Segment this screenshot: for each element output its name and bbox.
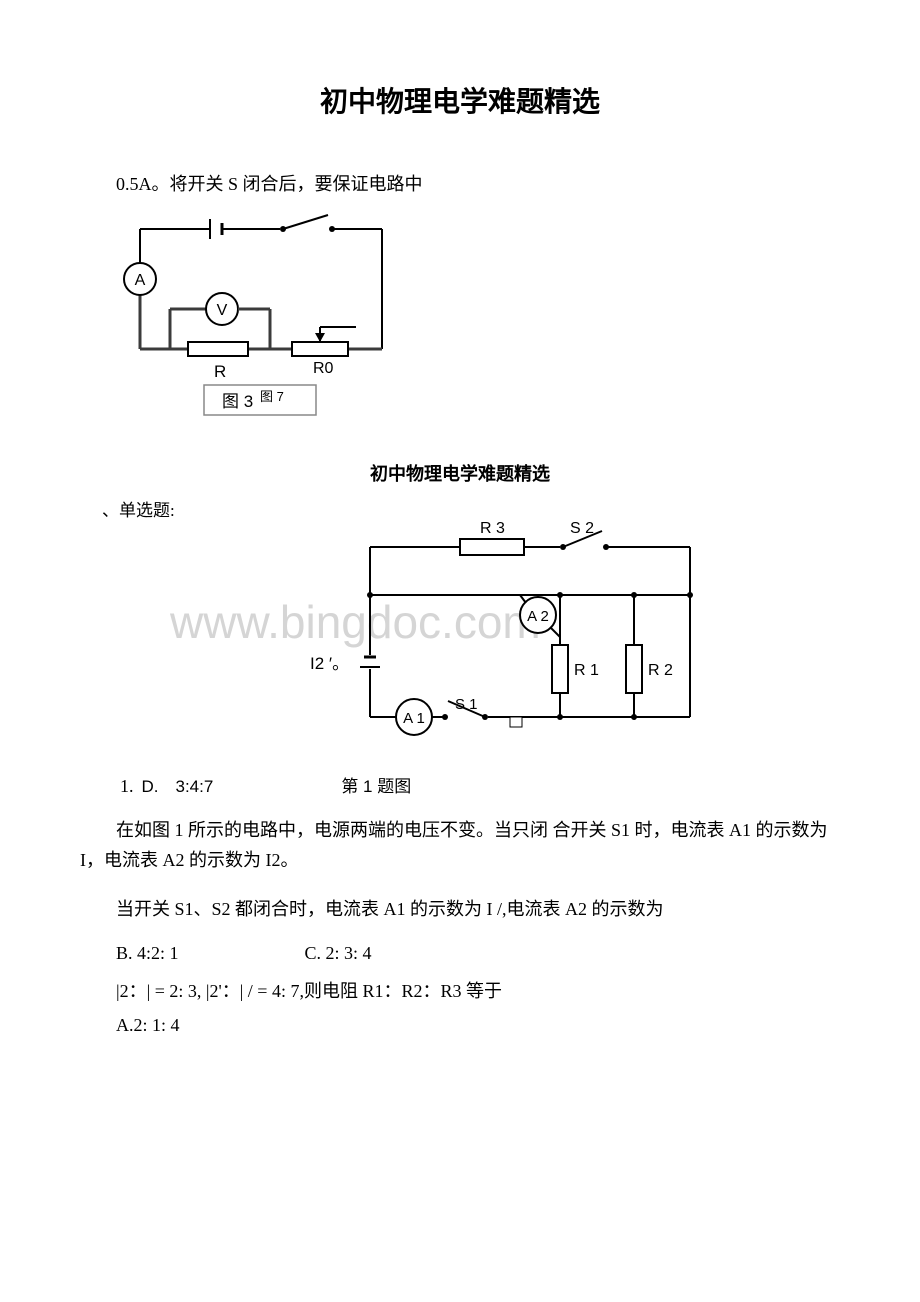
circuit-diagram-1: A V R R0 图 3 图 7 xyxy=(110,209,840,434)
a1-label: A 1 xyxy=(403,710,425,727)
r0-label: R0 xyxy=(313,360,334,377)
voltmeter-label: V xyxy=(217,302,228,319)
fig3-label: 图 3 xyxy=(222,392,253,411)
figure-1-caption: 第 1 题图 xyxy=(341,772,411,797)
s1-label: S 1 xyxy=(455,696,478,713)
ratio-line: |2：| = 2: 3, |2'：| / = 4: 7,则电阻 R1：R2：R3… xyxy=(116,977,840,1003)
option-d: D. 3:4:7 xyxy=(142,772,214,797)
option-a: A.2: 1: 4 xyxy=(116,1015,840,1036)
paragraph-2: 当开关 S1、S2 都闭合时，电流表 A1 的示数为 I /,电流表 A2 的示… xyxy=(80,894,840,925)
r1-label: R 1 xyxy=(574,662,599,679)
q1-number: 1. xyxy=(120,776,134,797)
i2-label: I2 ′。 xyxy=(310,654,349,673)
intro-line: 0.5A。将开关 S 闭合后，要保证电路中 xyxy=(80,170,840,199)
r2-label: R 2 xyxy=(648,662,673,679)
ammeter-label: A xyxy=(135,272,146,289)
a2-label: A 2 xyxy=(527,608,549,625)
r-label: R xyxy=(214,362,226,381)
paragraph-1: 在如图 1 所示的电路中，电源两端的电压不变。当只闭 合开关 S1 时，电流表 … xyxy=(80,815,840,876)
main-title: 初中物理电学难题精选 xyxy=(80,80,840,120)
subtitle: 初中物理电学难题精选 xyxy=(80,460,840,486)
s2-label: S 2 xyxy=(570,520,594,537)
r3-label: R 3 xyxy=(480,520,505,537)
question-1-row: 1. D. 3:4:7 第 1 题图 xyxy=(80,772,840,797)
fig7-label: 图 7 xyxy=(260,389,284,404)
circuit-diagram-2: R 3 S 2 A 2 R 1 R 2 xyxy=(250,517,840,772)
options-bc: B. 4:2: 1 C. 2: 3: 4 xyxy=(116,939,840,965)
